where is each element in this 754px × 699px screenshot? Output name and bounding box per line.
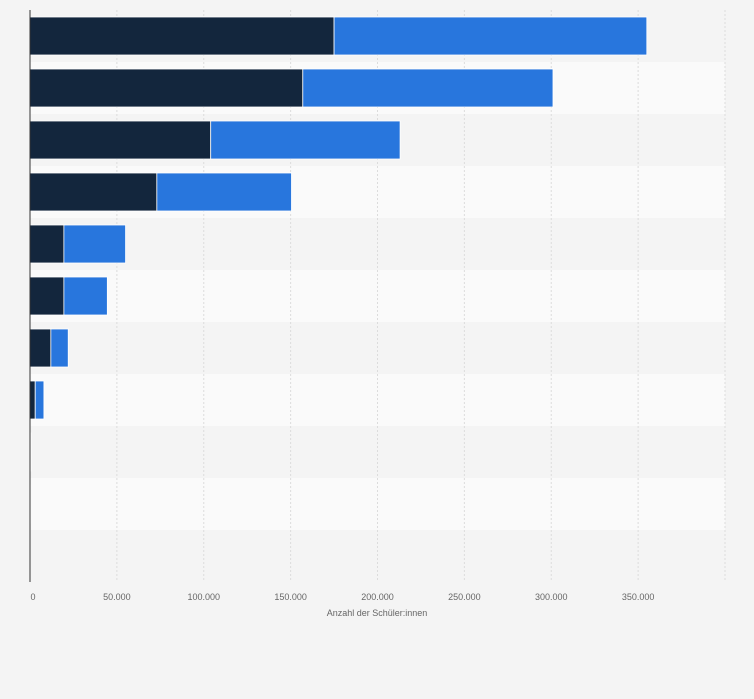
- bar-segment-series-1[interactable]: [29, 328, 52, 368]
- bar-segment-series-1[interactable]: [29, 68, 304, 108]
- bar-segment-series-2[interactable]: [63, 276, 108, 316]
- x-tick-label: 200.000: [361, 592, 394, 602]
- bar-segment-series-1[interactable]: [29, 224, 65, 264]
- bars: [29, 16, 648, 576]
- bar-segment-series-1[interactable]: [29, 120, 212, 160]
- x-tick-label: 150.000: [274, 592, 307, 602]
- bar-segment-series-2[interactable]: [333, 16, 648, 56]
- bar-segment-series-2[interactable]: [50, 328, 69, 368]
- x-tick-label: 350.000: [622, 592, 655, 602]
- x-tick-label: 100.000: [187, 592, 220, 602]
- x-axis-title: Anzahl der Schüler:innen: [327, 608, 428, 618]
- x-tick-labels: 0 50.000 100.000 150.000 200.000 250.000 300.0…: [30, 592, 654, 602]
- grid-lines: [116, 10, 726, 582]
- bar-segment-series-2[interactable]: [30, 432, 32, 472]
- bar-segment-series-1[interactable]: [29, 380, 36, 420]
- x-tick-label: 0: [30, 592, 35, 602]
- bar-segment-series-2[interactable]: [34, 380, 45, 420]
- bar-segment-series-1[interactable]: [29, 276, 65, 316]
- bar-segment-series-2[interactable]: [63, 224, 126, 264]
- x-tick-label: 300.000: [535, 592, 568, 602]
- x-tick-label: 250.000: [448, 592, 481, 602]
- bar-segment-series-2[interactable]: [156, 172, 292, 212]
- bar-segment-series-1[interactable]: [29, 172, 158, 212]
- bar-segment-series-2[interactable]: [302, 68, 554, 108]
- x-tick-label: 50.000: [103, 592, 131, 602]
- bar-segment-series-2[interactable]: [210, 120, 401, 160]
- bar-segment-series-1[interactable]: [29, 16, 335, 56]
